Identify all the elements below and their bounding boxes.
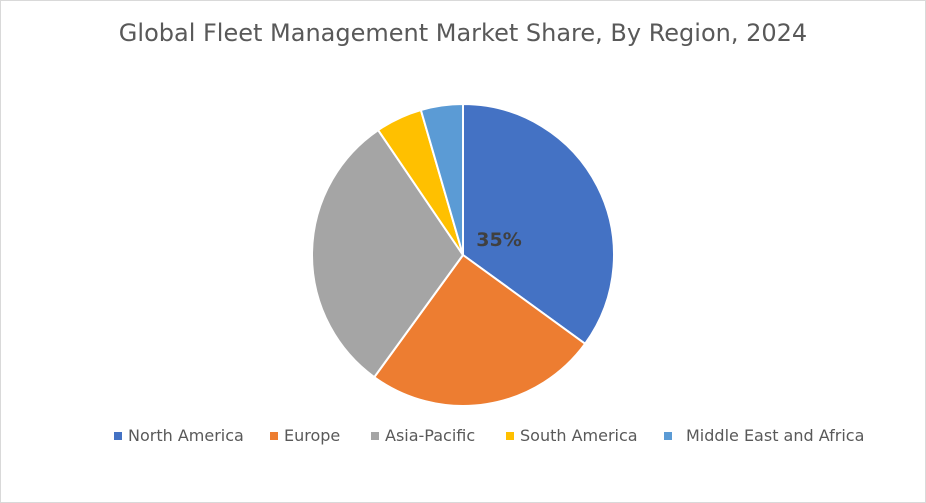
legend-label-middle-east-and-africa: Middle East and Africa (686, 426, 865, 445)
legend-label-asia-pacific: Asia-Pacific (385, 426, 476, 445)
legend-swatch-asia-pacific (371, 431, 379, 440)
chart-title: Global Fleet Management Market Share, By… (118, 19, 808, 47)
pie-slice-asia-pacific (311, 129, 464, 379)
legend-item-europe: Europe (270, 426, 340, 445)
pie-slice-middle-east-and-africa (419, 103, 464, 256)
legend-swatch-north-america (114, 431, 122, 440)
legend-swatch-middle-east-and-africa (664, 431, 672, 440)
legend-label-europe: Europe (284, 426, 341, 445)
legend-swatch-europe (270, 431, 278, 440)
legend-item-south-america: South America (506, 426, 638, 445)
legend-label-north-america: North America (128, 426, 244, 445)
legend-label-south-america: South America (520, 426, 638, 445)
pie-data-labels: 35% (476, 229, 521, 251)
legend-swatch-south-america (506, 431, 514, 440)
pie-slice-europe (373, 254, 587, 407)
legend: North America Europe Asia-Pacific South … (0, 424, 926, 448)
pie-slice-north-america (462, 103, 615, 345)
legend-item-north-america: North America (114, 426, 244, 445)
legend-item-asia-pacific: Asia-Pacific (371, 426, 475, 445)
data-label-north-america: 35% (476, 229, 521, 251)
legend-item-middle-east-and-africa: Middle East and Africa (664, 426, 864, 445)
pie-slices (311, 103, 615, 407)
